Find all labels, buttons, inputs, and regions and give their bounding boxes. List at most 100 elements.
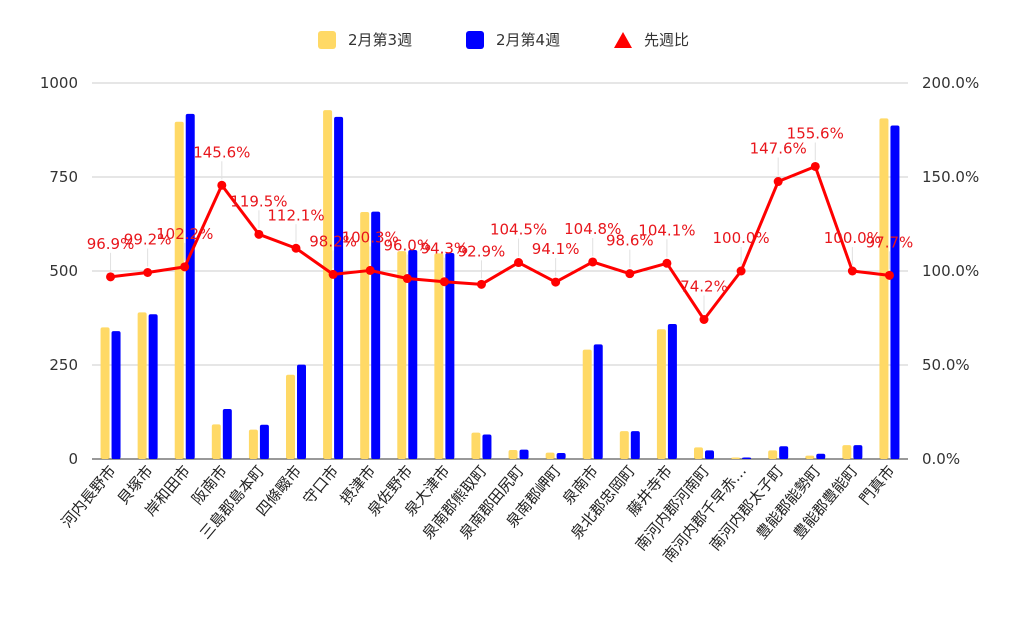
data-label: 94.3% (421, 240, 469, 258)
bar-week3 (174, 121, 184, 459)
bar-week3 (211, 424, 221, 459)
data-label: 104.1% (638, 221, 695, 239)
ratio-point (810, 161, 820, 171)
bar-week4 (111, 331, 121, 459)
ratio-line (106, 161, 894, 325)
data-label: 97.7% (866, 233, 914, 251)
data-label: 102.2% (156, 225, 213, 243)
bar-week3 (100, 327, 110, 459)
bar-week3 (323, 110, 333, 460)
right-tick-label: 50.0% (922, 356, 970, 374)
data-labels: 96.9%99.2%102.2%145.6%119.5%112.1%98.2%1… (87, 124, 914, 314)
right-tick-label: 0.0% (922, 450, 960, 468)
bar-week4 (705, 450, 714, 459)
ratio-point (699, 315, 709, 325)
right-tick-label: 200.0% (922, 74, 979, 92)
left-axis: 0 250 500 750 1000 (40, 74, 78, 468)
data-label: 147.6% (750, 140, 807, 158)
bar-week3 (805, 455, 815, 459)
bar-week3 (879, 118, 889, 460)
bar-week3 (694, 447, 703, 459)
right-axis: 0.0% 50.0% 100.0% 150.0% 200.0% (922, 74, 979, 468)
bar-week4 (890, 125, 900, 459)
bar-week4 (779, 446, 789, 459)
category-label: 河内長野市 (58, 462, 120, 531)
bar-week4 (853, 445, 863, 459)
bar-week3 (656, 329, 666, 459)
bar-week4 (259, 424, 269, 459)
ratio-point (254, 229, 264, 239)
ratio-point (106, 272, 116, 282)
bar-week3 (619, 431, 629, 459)
bar-week4 (334, 116, 344, 459)
legend-label: 2月第4週 (496, 31, 560, 49)
bar-week4 (482, 434, 492, 459)
legend-triangle-icon (614, 32, 632, 48)
ratio-point (143, 268, 153, 278)
right-tick-label: 150.0% (922, 168, 979, 186)
bar-week3 (434, 253, 444, 459)
bar-week4 (630, 431, 640, 459)
bar-week4 (185, 113, 195, 459)
ratio-line-path (110, 164, 890, 322)
bar-week3 (842, 445, 852, 459)
bar-week3 (360, 211, 370, 459)
bar-week4 (371, 211, 381, 459)
right-tick-label: 100.0% (922, 262, 979, 280)
x-axis-labels: 河内長野市貝塚市岸和田市阪南市三島郡島本町四條畷市守口市摂津市泉佐野市泉大津市泉… (58, 462, 899, 566)
left-tick-label: 0 (68, 450, 78, 468)
bar-week4 (222, 408, 232, 459)
legend-label: 先週比 (644, 31, 689, 49)
ratio-point (736, 266, 746, 276)
data-label: 100.3% (342, 228, 399, 246)
bar-week3 (582, 349, 592, 459)
bar-week4 (593, 344, 603, 459)
bar-week4 (297, 364, 306, 459)
ratio-point (291, 243, 301, 253)
ratio-point (847, 266, 857, 276)
bar-week4 (148, 314, 158, 459)
data-label: 98.6% (606, 232, 654, 250)
ratio-point (514, 258, 524, 268)
left-tick-label: 250 (49, 356, 78, 374)
data-label: 98.2% (309, 232, 357, 250)
ratio-point (328, 269, 338, 279)
ratio-point (662, 258, 672, 268)
category-label: 守口市 (299, 462, 342, 508)
bar-week3 (731, 457, 741, 459)
bar-week3 (397, 251, 407, 459)
bar-week3 (768, 450, 778, 459)
data-label: 145.6% (193, 143, 250, 161)
ratio-point (476, 279, 486, 289)
bar-week3 (545, 452, 555, 459)
data-label: 96.9% (87, 235, 135, 253)
bar-week4 (445, 252, 455, 459)
ratio-point (625, 269, 635, 279)
data-label: 112.1% (267, 206, 324, 224)
left-tick-label: 500 (49, 262, 78, 280)
data-label: 99.2% (124, 231, 172, 249)
bar-week4 (556, 452, 566, 459)
data-label: 94.1% (532, 240, 580, 258)
bars (100, 110, 900, 460)
data-label: 104.8% (564, 220, 621, 238)
ratio-point (884, 270, 894, 280)
bar-week4 (816, 453, 826, 459)
ratio-point (773, 177, 783, 187)
ratio-point (180, 262, 190, 272)
legend: 2月第3週 2月第4週 先週比 (318, 31, 689, 49)
left-tick-label: 1000 (40, 74, 78, 92)
bar-week4 (408, 249, 418, 459)
bar-week3 (248, 429, 258, 459)
legend-swatch (466, 31, 484, 49)
data-label: 104.5% (490, 221, 547, 239)
left-tick-label: 750 (49, 168, 78, 186)
ratio-point (439, 277, 449, 287)
bar-week3 (137, 312, 147, 459)
category-label: 門真市 (856, 462, 899, 508)
bar-week4 (742, 457, 752, 459)
ratio-point (217, 180, 227, 190)
legend-swatch (318, 31, 336, 49)
data-label: 100.0% (712, 229, 769, 247)
